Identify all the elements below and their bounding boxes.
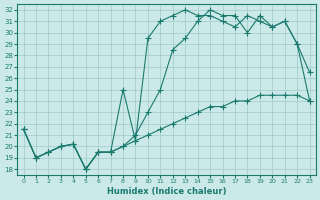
X-axis label: Humidex (Indice chaleur): Humidex (Indice chaleur) (107, 187, 226, 196)
